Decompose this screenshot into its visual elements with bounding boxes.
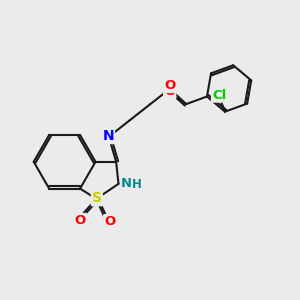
Text: O: O (75, 214, 86, 227)
Text: N: N (102, 129, 114, 143)
Text: S: S (92, 191, 102, 205)
Text: Cl: Cl (212, 89, 226, 102)
Text: N: N (121, 177, 132, 190)
Text: H: H (132, 178, 142, 191)
Text: O: O (164, 85, 176, 98)
Text: O: O (104, 215, 116, 228)
Text: O: O (165, 79, 176, 92)
